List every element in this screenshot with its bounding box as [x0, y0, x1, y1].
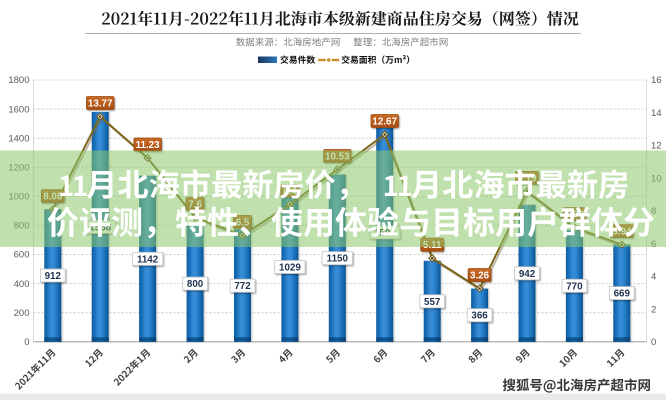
svg-text:770: 770	[566, 281, 583, 292]
svg-text:772: 772	[234, 281, 251, 292]
svg-text:12: 12	[651, 141, 662, 152]
svg-text:12.67: 12.67	[372, 117, 397, 128]
svg-text:1400: 1400	[8, 133, 29, 144]
svg-text:16: 16	[651, 75, 662, 86]
svg-text:557: 557	[424, 297, 441, 308]
svg-text:366: 366	[471, 311, 488, 322]
svg-text:0: 0	[24, 337, 29, 348]
svg-text:600: 600	[14, 250, 30, 261]
svg-text:0: 0	[651, 337, 656, 348]
svg-text:912: 912	[45, 271, 62, 282]
svg-text:1150: 1150	[327, 254, 349, 265]
svg-text:2: 2	[651, 304, 656, 315]
svg-text:1600: 1600	[8, 104, 29, 115]
svg-text:3.26: 3.26	[470, 271, 490, 282]
svg-text:1142: 1142	[137, 254, 159, 265]
svg-text:942: 942	[519, 269, 536, 280]
svg-text:200: 200	[14, 308, 30, 319]
svg-text:13.77: 13.77	[88, 99, 113, 110]
svg-text:669: 669	[614, 289, 631, 300]
svg-text:400: 400	[14, 279, 30, 290]
svg-text:800: 800	[187, 279, 204, 290]
svg-text:1800: 1800	[8, 75, 29, 86]
svg-text:14: 14	[651, 108, 662, 119]
svg-text:4: 4	[651, 272, 656, 283]
svg-text:1029: 1029	[279, 263, 301, 274]
svg-text:11.23: 11.23	[136, 140, 161, 151]
